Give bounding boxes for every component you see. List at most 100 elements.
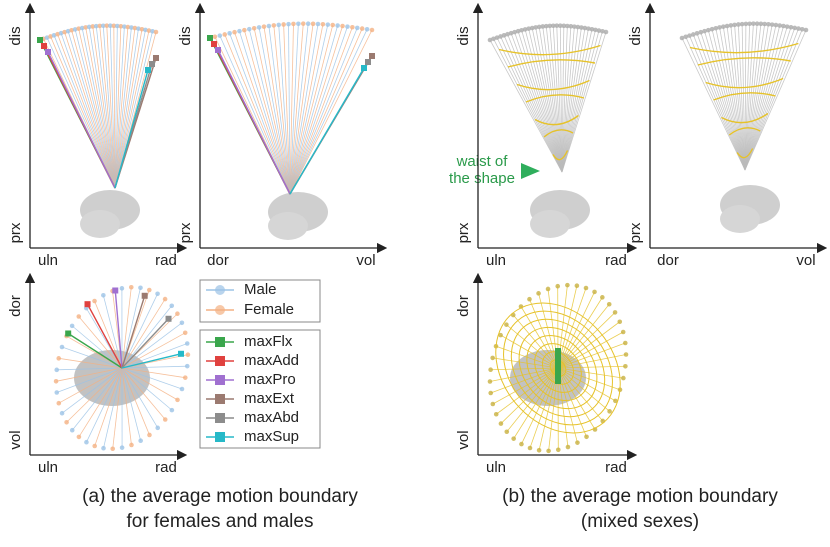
boundary-dot [163, 297, 168, 302]
boundary-dot [291, 22, 296, 27]
boundary-dot [494, 412, 499, 417]
boundary-dot [536, 291, 541, 296]
boundary-dot [575, 283, 580, 288]
boundary-dot [54, 379, 59, 384]
boundary-dot [546, 287, 551, 292]
boundary-dot [321, 22, 326, 27]
fan-line [745, 25, 776, 170]
boundary-dot [488, 379, 493, 384]
fan-line [115, 31, 152, 188]
pose-marker [215, 47, 221, 53]
boundary-dot [180, 387, 185, 392]
boundary-dot [566, 445, 571, 450]
axis-label: dor [207, 252, 229, 269]
boundary-dot [296, 21, 301, 26]
boundary-dot [575, 440, 580, 445]
axis-label: vol [7, 430, 24, 449]
boundary-dot [621, 376, 626, 381]
boundary-dot [54, 390, 59, 395]
fan-line [290, 24, 323, 194]
boundary-dot [511, 313, 516, 318]
boundary-dot [316, 22, 321, 27]
boundary-dot [272, 23, 277, 28]
axis-label: uln [38, 252, 58, 269]
pose-marker [178, 351, 184, 357]
boundary-dot [60, 411, 65, 416]
boundary-dot [186, 352, 191, 357]
boundary-dot [355, 26, 360, 31]
boundary-dot [350, 25, 355, 30]
legend-marker [216, 306, 225, 315]
boundary-dot [281, 22, 286, 27]
boundary-dot [64, 420, 69, 425]
boundary-dot [592, 290, 597, 295]
boundary-dot [624, 352, 629, 357]
axis-label: prx [7, 222, 24, 243]
axis-label: uln [486, 252, 506, 269]
axis-label: rad [605, 459, 627, 476]
boundary-dot [247, 27, 252, 32]
boundary-dot [70, 428, 75, 433]
boundary-dot [242, 28, 247, 33]
axis-label: dor [7, 295, 24, 317]
axis-label: uln [38, 459, 58, 476]
pose-marker [37, 37, 43, 43]
axis-label: rad [155, 459, 177, 476]
boundary-dot [92, 299, 97, 304]
boundary-dot [607, 302, 612, 307]
pose-line [122, 319, 169, 368]
axis-label: prx [455, 222, 472, 243]
fan-line [235, 32, 290, 194]
bone [530, 210, 570, 238]
boundary-dot [163, 417, 168, 422]
boundary-dot [175, 311, 180, 316]
caption: for females and males [127, 511, 314, 532]
boundary-dot [600, 419, 605, 424]
boundary-dot [330, 23, 335, 28]
boundary-dot [504, 429, 509, 434]
legend-marker [215, 432, 225, 442]
legend-label: maxPro [244, 371, 296, 388]
boundary-dot [77, 435, 82, 440]
boundary-dot [490, 356, 495, 361]
boundary-dot [511, 436, 516, 441]
boundary-dot [584, 434, 589, 439]
boundary-dot [169, 303, 174, 308]
pose-marker [112, 287, 118, 293]
boundary-dot [519, 442, 524, 447]
boundary-dot [555, 284, 560, 289]
fan-line [558, 332, 623, 368]
bone [80, 210, 120, 238]
pose-marker [365, 59, 371, 65]
boundary-dot [527, 297, 532, 302]
fan-line [682, 38, 745, 170]
axis-label: dor [657, 252, 679, 269]
legend-label: maxAbd [244, 409, 299, 426]
pose-marker [142, 293, 148, 299]
legend-label: Male [244, 281, 277, 298]
axis-label: rad [155, 252, 177, 269]
pose-marker [85, 301, 91, 307]
boundary-dot [345, 24, 350, 29]
boundary-dot [54, 368, 59, 373]
boundary-dot [257, 25, 262, 30]
annotation: waist of [456, 153, 509, 170]
caption: (b) the average motion boundary [502, 486, 778, 507]
boundary-dot [129, 443, 134, 448]
boundary-dot [600, 295, 605, 300]
pose-marker [145, 67, 151, 73]
boundary-dot [76, 314, 81, 319]
boundary-dot [365, 27, 370, 32]
boundary-dot [617, 319, 622, 324]
legend-label: maxSup [244, 428, 299, 445]
boundary-dot [623, 364, 628, 369]
boundary-dot [311, 22, 316, 27]
boundary-dot [227, 31, 232, 36]
annotation-arrow [521, 163, 540, 179]
pose-marker [369, 53, 375, 59]
boundary-dot [170, 408, 175, 413]
boundary-dot [252, 26, 257, 31]
fan-line [290, 30, 372, 194]
legend-marker [215, 337, 225, 347]
